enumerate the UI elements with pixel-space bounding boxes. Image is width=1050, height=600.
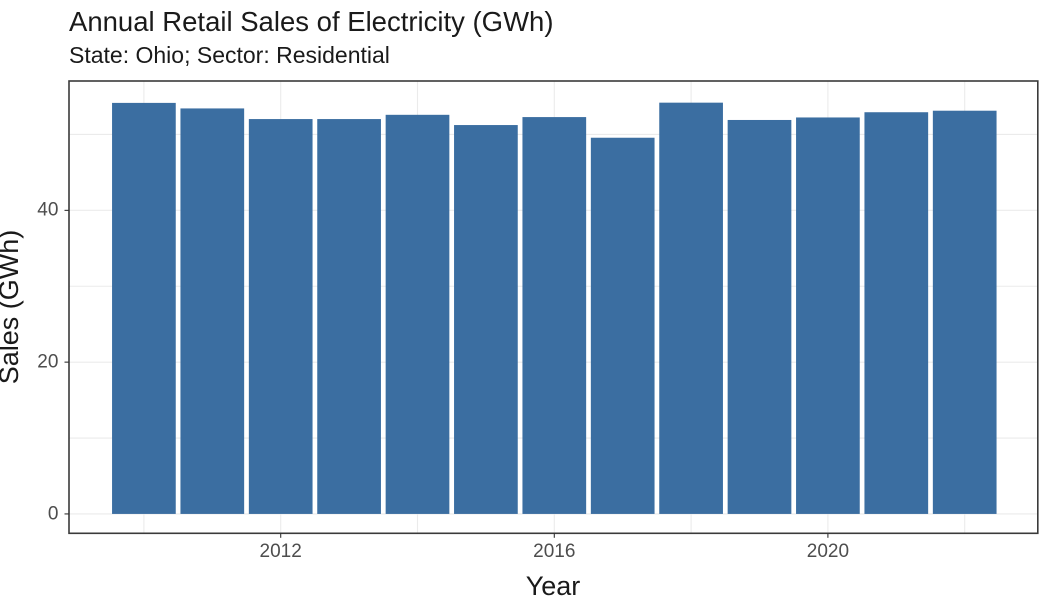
svg-text:2020: 2020	[807, 541, 849, 562]
svg-text:40: 40	[37, 200, 58, 221]
svg-text:20: 20	[37, 352, 58, 373]
svg-text:2016: 2016	[533, 541, 575, 562]
svg-text:Year: Year	[526, 571, 581, 600]
svg-text:Sales (GWh): Sales (GWh)	[0, 230, 24, 385]
svg-text:0: 0	[48, 503, 59, 524]
svg-text:2012: 2012	[260, 541, 302, 562]
